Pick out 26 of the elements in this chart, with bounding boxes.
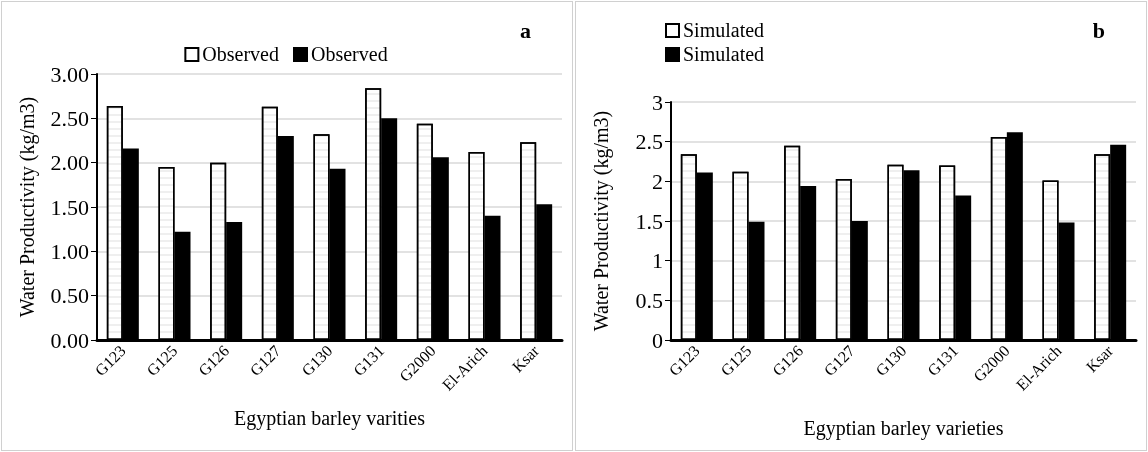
- y-tick-label: 0.50: [50, 283, 89, 309]
- chart-title: b: [1092, 17, 1106, 43]
- x-tick-label: Ksar: [508, 341, 543, 376]
- x-axis-title: Egyptian barley varieties: [803, 417, 1004, 440]
- y-tick-label: 0: [652, 327, 663, 353]
- x-axis-title: Egyptian barley varities: [233, 407, 426, 430]
- y-tick-label: 2.00: [50, 150, 89, 176]
- y-tick-label: 2.5: [635, 129, 663, 155]
- legend-label: Simulated: [683, 19, 765, 41]
- x-tick-label: Ksar: [1082, 341, 1117, 376]
- y-tick-label: 0.00: [50, 327, 89, 353]
- chart-title: a: [520, 17, 531, 43]
- legend-label: Simulated: [683, 43, 765, 65]
- y-tick-label: 1: [652, 248, 663, 274]
- legend-label: Observed: [311, 43, 388, 65]
- y-tick-label: 2: [652, 168, 663, 194]
- y-tick-label: 1.00: [50, 238, 89, 264]
- y-tick-label: 1.5: [635, 208, 663, 234]
- y-axis-title: Water Productivity (kg/m3): [16, 96, 39, 318]
- y-tick-label: 1.50: [50, 194, 89, 220]
- legend-label: Observed: [202, 43, 279, 65]
- y-axis-title: Water Productivity (kg/m3): [590, 110, 613, 332]
- y-tick-label: 0.5: [635, 287, 663, 313]
- y-tick-label: 2.50: [50, 105, 89, 131]
- y-tick-label: 3.00: [50, 61, 89, 87]
- y-tick-label: 3: [652, 89, 663, 115]
